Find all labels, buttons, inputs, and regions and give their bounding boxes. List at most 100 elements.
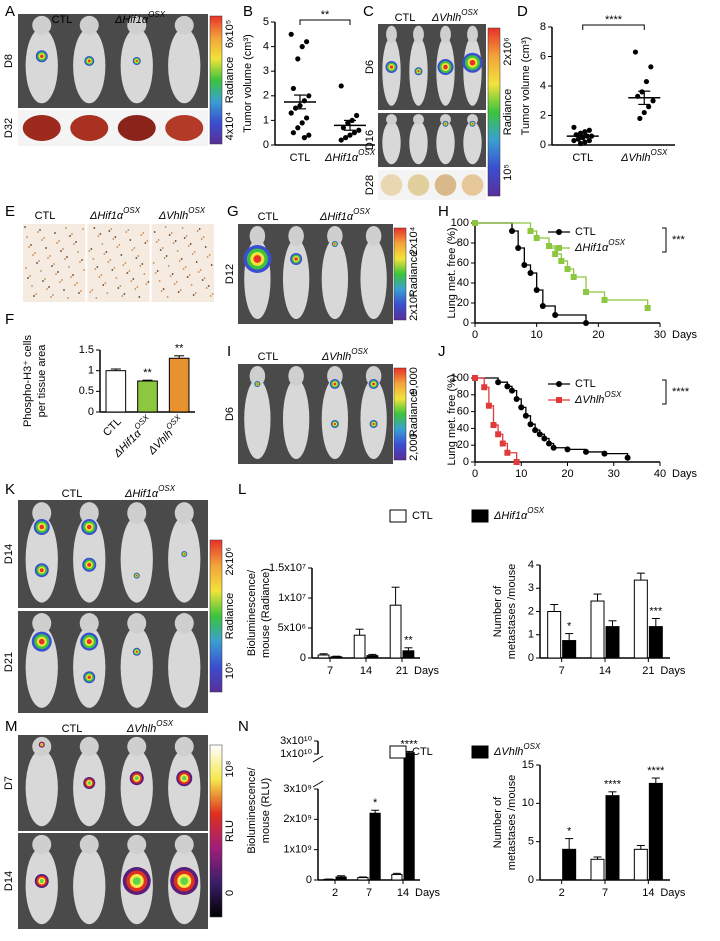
stain — [137, 255, 140, 257]
stain — [207, 285, 210, 287]
colorbar-label: 9,000 — [408, 367, 420, 395]
stain — [98, 276, 101, 278]
data-point — [632, 49, 639, 55]
mouse — [382, 121, 401, 165]
column-label: CTL — [62, 723, 83, 735]
y-tick-label: 1 — [263, 114, 269, 126]
stain — [63, 289, 65, 291]
stain — [50, 296, 52, 298]
stain — [46, 288, 48, 290]
bar — [648, 626, 663, 659]
x-tick-label: 14 — [642, 887, 654, 899]
data-point — [571, 137, 577, 144]
stain — [128, 270, 131, 272]
significance: **** — [605, 14, 623, 26]
signal — [182, 775, 187, 781]
x-tick-label: CTL — [572, 152, 593, 164]
mouse — [120, 28, 153, 104]
stain — [170, 232, 173, 234]
significance: ** — [321, 9, 330, 21]
stain — [138, 296, 141, 298]
y-axis-label: per tissue area — [36, 344, 48, 418]
panel-letter: C — [363, 3, 374, 20]
marker — [624, 454, 631, 461]
stain — [197, 271, 200, 273]
tumor — [461, 174, 484, 196]
stain — [73, 243, 75, 245]
stain — [90, 248, 93, 250]
marker — [583, 320, 589, 326]
tumor — [165, 115, 204, 141]
stain — [167, 265, 170, 267]
signal — [132, 877, 141, 885]
stain — [30, 244, 32, 246]
stain — [53, 263, 55, 265]
data-point — [650, 98, 656, 104]
mouse-head — [127, 834, 147, 855]
legend-marker — [556, 397, 562, 403]
x-tick-label: 14 — [397, 887, 409, 899]
stain — [111, 269, 114, 271]
stain — [155, 241, 158, 243]
colorbar — [209, 539, 223, 693]
y-tick-label: 0 — [540, 139, 546, 151]
marker — [490, 422, 497, 429]
mouse — [282, 239, 310, 319]
marker — [546, 243, 552, 249]
bar — [633, 848, 648, 881]
legend-label: ΔHif1αOSX — [493, 506, 545, 522]
colorbar-label: Radiance — [224, 593, 236, 639]
stain — [92, 258, 95, 260]
stain — [89, 291, 92, 293]
signal — [256, 383, 259, 385]
stain — [146, 240, 149, 242]
y-tick-label: 10 — [522, 797, 534, 809]
bar — [105, 370, 127, 413]
data-point — [646, 104, 652, 110]
mouse-head — [79, 736, 99, 757]
stain — [65, 227, 67, 229]
colorbar-label: 10⁵ — [502, 164, 514, 181]
stain — [36, 262, 38, 264]
marker — [552, 251, 559, 257]
mouse-head — [440, 114, 451, 125]
marker — [472, 375, 478, 381]
stain — [185, 235, 188, 237]
stain — [172, 242, 175, 244]
data-point — [637, 115, 643, 122]
mouse — [321, 379, 349, 459]
stain — [139, 265, 142, 267]
stain — [105, 251, 108, 253]
survival-step — [542, 305, 556, 315]
signal — [334, 243, 336, 245]
mouse-head — [127, 502, 147, 524]
marker — [532, 427, 539, 434]
mouse-head — [79, 502, 99, 524]
data-point — [586, 137, 592, 144]
stain — [88, 250, 91, 252]
stain — [119, 285, 122, 287]
x-tick-label: 14 — [599, 665, 611, 677]
stain — [133, 247, 136, 249]
stain — [76, 282, 78, 284]
mouse-head — [127, 736, 147, 757]
legend-swatch — [389, 745, 407, 759]
stain — [202, 236, 205, 238]
bar — [391, 874, 403, 881]
bar — [317, 654, 330, 659]
stain — [26, 236, 28, 238]
stain — [206, 256, 209, 258]
x-tick-label: 7 — [366, 887, 372, 899]
mouse — [436, 121, 455, 165]
panel-letter: N — [238, 718, 249, 735]
stain — [132, 278, 135, 280]
stain — [195, 261, 198, 263]
signal — [87, 675, 91, 679]
marker — [472, 220, 478, 226]
bar — [366, 655, 379, 659]
stain — [58, 240, 60, 242]
marker — [527, 270, 534, 276]
significance: ** — [175, 343, 184, 355]
data-point — [582, 129, 588, 135]
stain — [171, 273, 174, 275]
